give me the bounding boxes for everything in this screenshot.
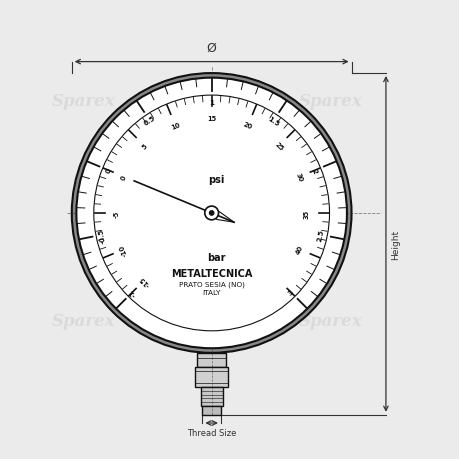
- Text: METALTECNICA: METALTECNICA: [171, 268, 252, 278]
- Text: Sparex: Sparex: [51, 313, 115, 330]
- Text: 40: 40: [294, 244, 303, 255]
- Text: 35: 35: [303, 209, 309, 218]
- Text: 1.5: 1.5: [266, 115, 280, 127]
- Bar: [200, 387, 222, 406]
- Text: Thread Size: Thread Size: [186, 429, 236, 437]
- Text: bar: bar: [207, 252, 225, 262]
- Bar: [197, 353, 225, 367]
- Text: 30: 30: [294, 172, 303, 183]
- Text: -1: -1: [128, 287, 137, 297]
- Text: 25: 25: [273, 141, 284, 152]
- Text: Sparex: Sparex: [298, 313, 362, 330]
- Circle shape: [76, 78, 346, 348]
- Text: Sparex: Sparex: [51, 93, 115, 110]
- Text: -0.5: -0.5: [98, 227, 106, 243]
- Text: Ø: Ø: [206, 41, 216, 54]
- Text: Sparex: Sparex: [298, 93, 362, 110]
- Text: PRATO SESIA (NO): PRATO SESIA (NO): [179, 281, 244, 288]
- Circle shape: [209, 211, 213, 216]
- Text: -15: -15: [138, 274, 151, 287]
- Text: 2: 2: [310, 168, 318, 174]
- Text: Height: Height: [391, 230, 400, 259]
- Text: 10: 10: [169, 122, 180, 130]
- Text: -5: -5: [113, 210, 119, 217]
- Text: 1: 1: [209, 99, 213, 105]
- Bar: [195, 367, 228, 387]
- Text: 20: 20: [242, 122, 253, 130]
- Text: -10: -10: [118, 243, 129, 257]
- Text: 2.5: 2.5: [316, 229, 325, 242]
- Circle shape: [204, 207, 218, 220]
- Text: 0: 0: [105, 168, 112, 174]
- Bar: [202, 406, 220, 415]
- Text: 5: 5: [140, 143, 148, 150]
- Text: 3: 3: [286, 288, 294, 296]
- Circle shape: [72, 74, 351, 353]
- Text: 0.5: 0.5: [143, 115, 156, 127]
- Text: 0: 0: [120, 174, 127, 180]
- Text: ITALY: ITALY: [202, 290, 220, 296]
- Text: psi: psi: [207, 174, 224, 184]
- Text: 15: 15: [207, 116, 216, 122]
